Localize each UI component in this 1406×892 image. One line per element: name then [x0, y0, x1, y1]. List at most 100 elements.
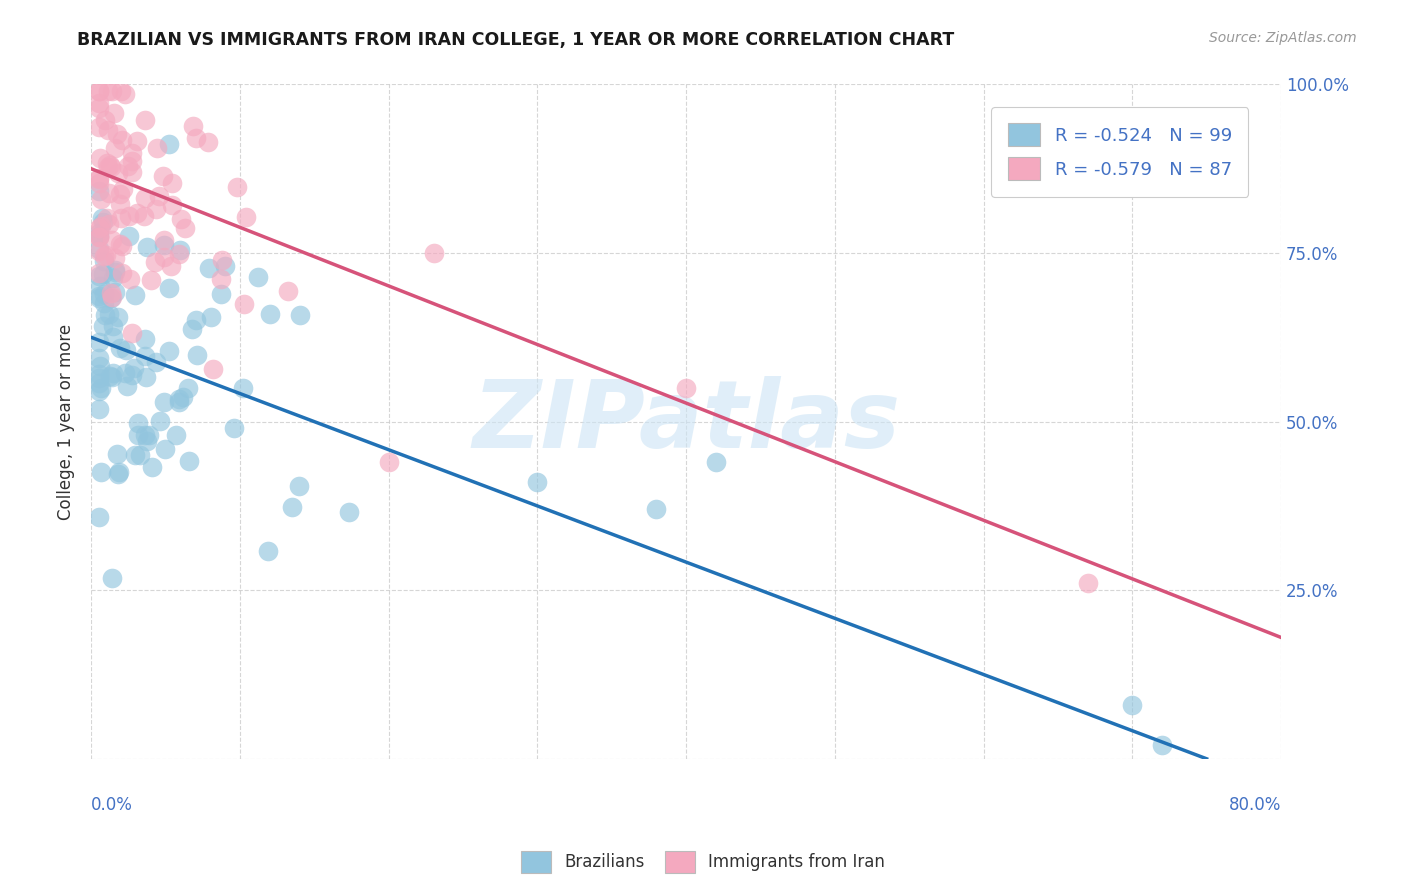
Point — [117, 159, 139, 173]
Point — [87, 334, 110, 349]
Point — [108, 196, 131, 211]
Point — [209, 272, 232, 286]
Point — [129, 448, 152, 462]
Point — [232, 381, 254, 395]
Point — [377, 455, 399, 469]
Legend: Brazilians, Immigrants from Iran: Brazilians, Immigrants from Iran — [515, 845, 891, 880]
Text: 80.0%: 80.0% — [1229, 796, 1281, 814]
Point — [90, 381, 112, 395]
Point — [176, 381, 198, 395]
Point — [180, 322, 202, 336]
Point — [98, 307, 121, 321]
Point — [111, 133, 134, 147]
Point — [200, 310, 222, 325]
Point — [165, 428, 187, 442]
Point — [153, 238, 176, 252]
Point — [89, 151, 111, 165]
Point — [233, 297, 256, 311]
Point — [100, 234, 122, 248]
Point — [110, 84, 132, 98]
Point — [704, 455, 727, 469]
Point — [90, 193, 112, 207]
Point — [1077, 576, 1099, 591]
Point — [145, 355, 167, 369]
Text: BRAZILIAN VS IMMIGRANTS FROM IRAN COLLEGE, 1 YEAR OR MORE CORRELATION CHART: BRAZILIAN VS IMMIGRANTS FROM IRAN COLLEG… — [77, 31, 955, 49]
Point — [100, 291, 122, 305]
Point — [127, 428, 149, 442]
Point — [103, 271, 125, 285]
Point — [143, 255, 166, 269]
Point — [100, 370, 122, 384]
Point — [104, 141, 127, 155]
Point — [145, 141, 167, 155]
Point — [136, 240, 159, 254]
Point — [134, 112, 156, 127]
Point — [160, 177, 183, 191]
Point — [93, 254, 115, 268]
Point — [87, 244, 110, 259]
Point — [108, 236, 131, 251]
Point — [122, 361, 145, 376]
Point — [134, 349, 156, 363]
Point — [91, 267, 114, 281]
Point — [87, 172, 110, 186]
Point — [288, 479, 311, 493]
Point — [141, 459, 163, 474]
Point — [107, 166, 129, 180]
Point — [87, 227, 110, 241]
Point — [170, 212, 193, 227]
Point — [87, 96, 110, 111]
Point — [127, 206, 149, 220]
Point — [110, 341, 132, 355]
Point — [87, 371, 110, 385]
Point — [91, 214, 114, 228]
Point — [87, 367, 110, 381]
Point — [121, 164, 143, 178]
Point — [139, 273, 162, 287]
Point — [259, 307, 281, 321]
Point — [87, 230, 110, 244]
Y-axis label: College, 1 year or more: College, 1 year or more — [58, 324, 75, 520]
Point — [124, 448, 146, 462]
Point — [87, 230, 110, 244]
Point — [526, 475, 548, 490]
Point — [87, 184, 110, 198]
Point — [172, 390, 194, 404]
Point — [149, 414, 172, 428]
Point — [87, 228, 110, 243]
Point — [90, 219, 112, 233]
Point — [87, 266, 110, 280]
Point — [675, 381, 697, 395]
Point — [87, 221, 110, 235]
Point — [87, 510, 110, 524]
Point — [93, 286, 115, 301]
Point — [87, 242, 110, 256]
Point — [108, 465, 131, 479]
Point — [423, 245, 446, 260]
Text: Source: ZipAtlas.com: Source: ZipAtlas.com — [1209, 31, 1357, 45]
Point — [100, 160, 122, 174]
Point — [134, 428, 156, 442]
Point — [121, 154, 143, 169]
Point — [167, 392, 190, 406]
Point — [226, 179, 249, 194]
Point — [121, 368, 143, 383]
Point — [100, 158, 122, 172]
Point — [101, 329, 124, 343]
Point — [280, 500, 302, 515]
Point — [134, 332, 156, 346]
Point — [105, 447, 128, 461]
Point — [107, 310, 129, 325]
Point — [96, 211, 118, 225]
Point — [89, 359, 111, 374]
Point — [134, 209, 156, 223]
Point — [97, 84, 120, 98]
Point — [118, 228, 141, 243]
Point — [114, 343, 136, 357]
Point — [157, 344, 180, 359]
Point — [124, 288, 146, 302]
Point — [127, 134, 149, 148]
Point — [87, 120, 110, 135]
Point — [121, 146, 143, 161]
Point — [87, 176, 110, 190]
